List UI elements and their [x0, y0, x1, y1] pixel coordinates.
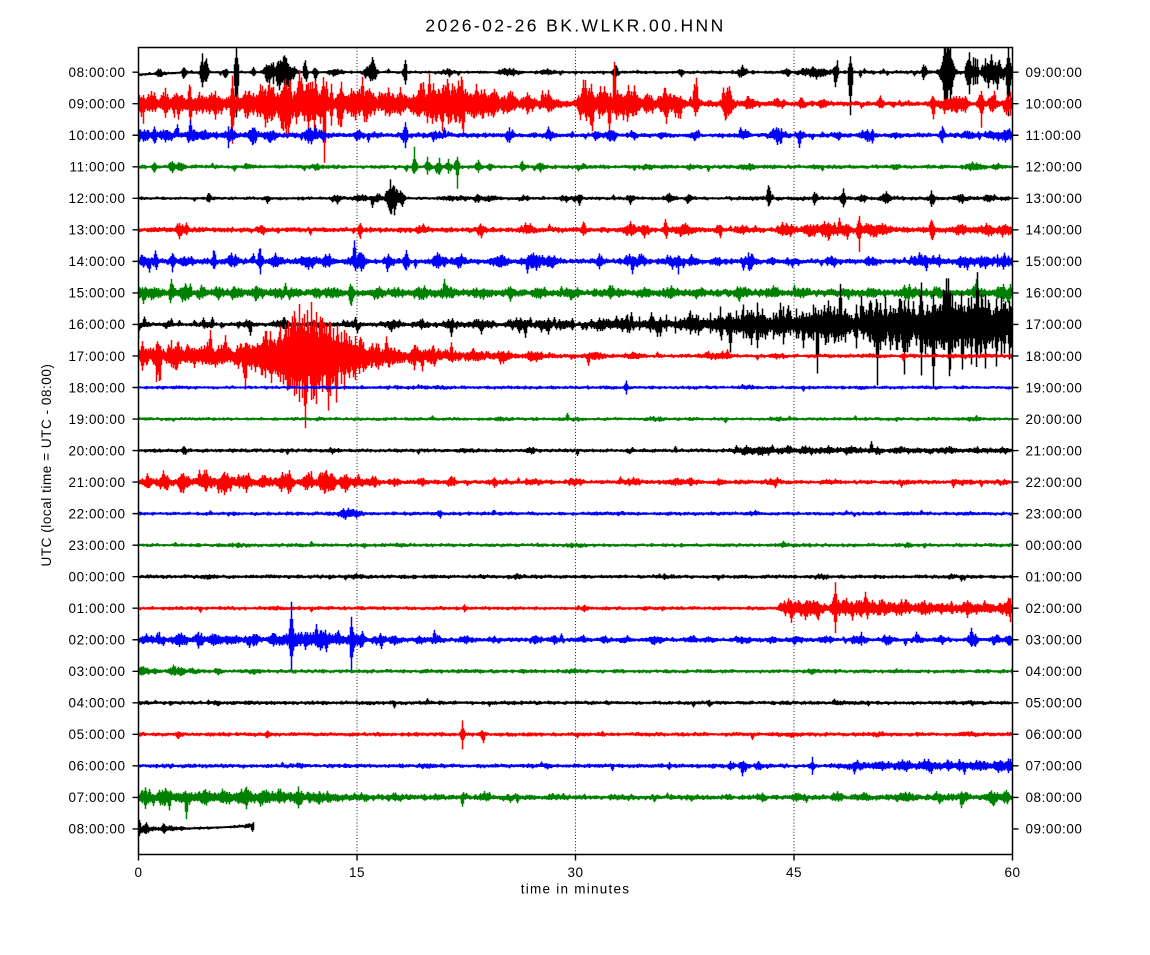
svg-text:08:00:00: 08:00:00 [1026, 790, 1083, 805]
svg-text:22:00:00: 22:00:00 [1026, 475, 1083, 490]
svg-text:2026-02-26 BK.WLKR.00.HNN: 2026-02-26 BK.WLKR.00.HNN [425, 16, 725, 36]
svg-text:17:00:00: 17:00:00 [69, 349, 126, 364]
svg-text:21:00:00: 21:00:00 [69, 475, 126, 490]
svg-text:02:00:00: 02:00:00 [69, 633, 126, 648]
svg-text:12:00:00: 12:00:00 [1026, 160, 1083, 175]
svg-text:08:00:00: 08:00:00 [69, 65, 126, 80]
svg-text:19:00:00: 19:00:00 [69, 412, 126, 427]
svg-text:60: 60 [1004, 865, 1020, 880]
svg-text:10:00:00: 10:00:00 [69, 128, 126, 143]
svg-text:17:00:00: 17:00:00 [1026, 317, 1083, 332]
svg-text:13:00:00: 13:00:00 [69, 223, 126, 238]
svg-text:15:00:00: 15:00:00 [1026, 254, 1083, 269]
svg-text:16:00:00: 16:00:00 [69, 317, 126, 332]
svg-text:19:00:00: 19:00:00 [1026, 380, 1083, 395]
svg-text:01:00:00: 01:00:00 [1026, 570, 1083, 585]
svg-text:07:00:00: 07:00:00 [1026, 759, 1083, 774]
svg-text:16:00:00: 16:00:00 [1026, 286, 1083, 301]
svg-text:12:00:00: 12:00:00 [69, 191, 126, 206]
svg-text:18:00:00: 18:00:00 [1026, 349, 1083, 364]
svg-text:07:00:00: 07:00:00 [69, 790, 126, 805]
svg-text:09:00:00: 09:00:00 [1026, 822, 1083, 837]
svg-text:01:00:00: 01:00:00 [69, 601, 126, 616]
svg-text:22:00:00: 22:00:00 [69, 506, 126, 521]
svg-text:00:00:00: 00:00:00 [1026, 538, 1083, 553]
svg-text:23:00:00: 23:00:00 [69, 538, 126, 553]
svg-text:23:00:00: 23:00:00 [1026, 506, 1083, 521]
svg-text:09:00:00: 09:00:00 [1026, 65, 1083, 80]
svg-text:11:00:00: 11:00:00 [1026, 128, 1082, 143]
svg-text:30: 30 [567, 865, 583, 880]
svg-text:20:00:00: 20:00:00 [1026, 412, 1083, 427]
svg-text:15:00:00: 15:00:00 [69, 286, 126, 301]
svg-text:03:00:00: 03:00:00 [1026, 633, 1083, 648]
svg-text:04:00:00: 04:00:00 [1026, 664, 1083, 679]
svg-text:00:00:00: 00:00:00 [69, 570, 126, 585]
svg-text:06:00:00: 06:00:00 [1026, 727, 1083, 742]
svg-text:13:00:00: 13:00:00 [1026, 191, 1083, 206]
svg-text:20:00:00: 20:00:00 [69, 443, 126, 458]
svg-text:0: 0 [134, 865, 142, 880]
svg-text:05:00:00: 05:00:00 [69, 727, 126, 742]
svg-text:time in minutes: time in minutes [521, 882, 631, 897]
svg-text:45: 45 [786, 865, 802, 880]
svg-text:03:00:00: 03:00:00 [69, 664, 126, 679]
svg-text:14:00:00: 14:00:00 [1026, 223, 1083, 238]
svg-text:08:00:00: 08:00:00 [69, 822, 126, 837]
svg-text:02:00:00: 02:00:00 [1026, 601, 1083, 616]
svg-text:04:00:00: 04:00:00 [69, 696, 126, 711]
svg-text:15: 15 [349, 865, 365, 880]
svg-text:06:00:00: 06:00:00 [69, 759, 126, 774]
svg-text:21:00:00: 21:00:00 [1026, 443, 1083, 458]
svg-text:10:00:00: 10:00:00 [1026, 97, 1083, 112]
svg-text:05:00:00: 05:00:00 [1026, 696, 1083, 711]
svg-text:14:00:00: 14:00:00 [69, 254, 126, 269]
svg-text:UTC (local time = UTC - 08:00): UTC (local time = UTC - 08:00) [39, 364, 54, 567]
svg-text:18:00:00: 18:00:00 [69, 380, 126, 395]
svg-text:09:00:00: 09:00:00 [69, 97, 126, 112]
svg-text:11:00:00: 11:00:00 [70, 160, 126, 175]
